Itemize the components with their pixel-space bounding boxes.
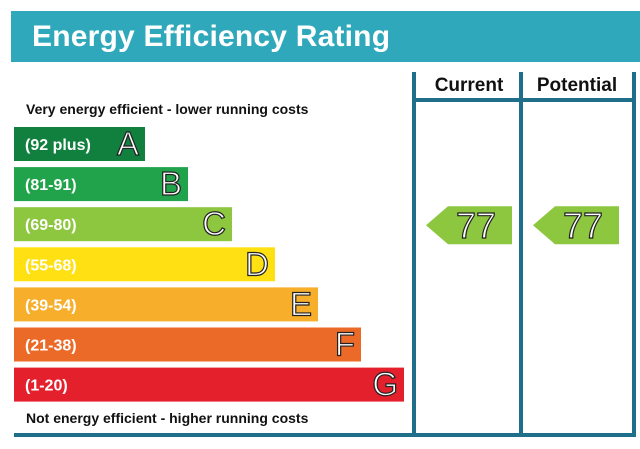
band-letter-label: D bbox=[245, 245, 269, 282]
frame-divider-middle bbox=[519, 72, 523, 437]
band-range-label: (81-91) bbox=[25, 177, 77, 194]
title-bar: Energy Efficiency Rating bbox=[11, 11, 640, 62]
potential-rating-arrow-value: 77 bbox=[563, 205, 603, 246]
band-bar-a bbox=[14, 127, 145, 161]
band-bar-b bbox=[14, 167, 188, 202]
band-g: (1-20) G bbox=[14, 365, 404, 403]
band-range-label: (69-80) bbox=[25, 217, 77, 234]
band-range-label: (55-68) bbox=[25, 257, 77, 274]
band-bar-e bbox=[14, 287, 318, 322]
band-range-label: (39-54) bbox=[25, 297, 77, 314]
potential-rating-arrow: 77 bbox=[533, 205, 619, 247]
band-bar-d bbox=[14, 247, 275, 282]
band-bar-g bbox=[14, 367, 404, 402]
band-letter-label: F bbox=[335, 326, 355, 363]
band-letter-label: B bbox=[160, 165, 182, 202]
band-bar-c bbox=[14, 207, 232, 242]
frame-divider-right bbox=[632, 72, 636, 437]
frame-header-line bbox=[412, 98, 636, 102]
band-c: (69-80) C bbox=[14, 205, 232, 243]
band-bar-f bbox=[14, 327, 361, 362]
band-letter-label: C bbox=[202, 205, 226, 242]
column-header-potential: Potential bbox=[537, 75, 617, 96]
frame-bottom-line bbox=[14, 433, 636, 437]
band-letter-label: A bbox=[117, 125, 139, 162]
current-rating-arrow-value: 77 bbox=[456, 205, 496, 246]
current-rating-arrow: 77 bbox=[426, 205, 512, 247]
band-f: (21-38) F bbox=[14, 325, 361, 363]
band-range-label: (92 plus) bbox=[25, 137, 91, 154]
chart-title: Energy Efficiency Rating bbox=[32, 20, 391, 53]
frame-divider-left bbox=[412, 72, 416, 437]
band-letter-label: E bbox=[290, 285, 312, 322]
band-range-label: (1-20) bbox=[25, 378, 68, 395]
top-label: Very energy efficient - lower running co… bbox=[26, 101, 309, 117]
band-a: (92 plus) A bbox=[14, 124, 145, 163]
current-rating-arrow-shape bbox=[426, 206, 512, 245]
band-e: (39-54) E bbox=[14, 285, 318, 323]
band-d: (55-68) D bbox=[14, 245, 275, 283]
bottom-label: Not energy efficient - higher running co… bbox=[26, 410, 309, 426]
column-header-current: Current bbox=[435, 75, 504, 96]
potential-rating-arrow-shape bbox=[533, 206, 619, 245]
band-range-label: (21-38) bbox=[25, 338, 77, 355]
band-b: (81-91) B bbox=[14, 165, 188, 203]
band-letter-label: G bbox=[372, 366, 398, 403]
